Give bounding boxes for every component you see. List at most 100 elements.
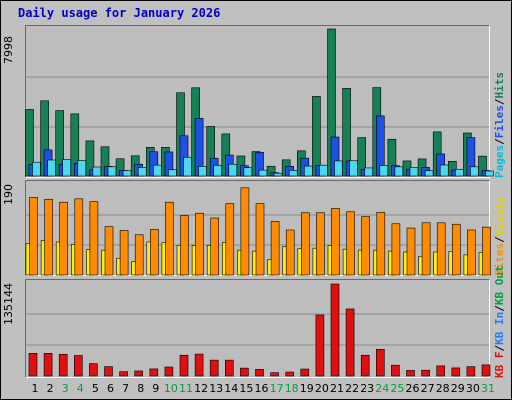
- x-tick-label: 8: [137, 382, 144, 395]
- kb-bar: [406, 370, 415, 377]
- pages-bar: [47, 159, 56, 177]
- pages-bar: [228, 163, 238, 177]
- pages-bar: [319, 164, 328, 177]
- x-tick-label: 11: [179, 382, 193, 395]
- kb-bar: [436, 365, 446, 377]
- pages-bar: [32, 161, 41, 177]
- pages-bar: [394, 166, 404, 177]
- pages-bar: [409, 167, 419, 177]
- x-tick-label: 6: [107, 382, 114, 395]
- pages-bar: [303, 165, 313, 177]
- x-tick-label: 21: [330, 382, 344, 395]
- sites-bar: [436, 222, 446, 276]
- pages-bar: [470, 166, 479, 177]
- x-tick-label: 16: [255, 382, 269, 395]
- x-tick-label: 29: [451, 382, 465, 395]
- pages-bar: [92, 166, 102, 177]
- kb-bar: [481, 364, 491, 377]
- x-tick-label: 5: [92, 382, 99, 395]
- x-tick-label: 23: [360, 382, 374, 395]
- x-tick-label: 31: [481, 382, 495, 395]
- kb-bar: [240, 367, 249, 377]
- kb-bar: [315, 314, 325, 377]
- x-tick-label: 9: [152, 382, 159, 395]
- pages-bar: [198, 166, 207, 177]
- x-tick-label: 27: [421, 382, 435, 395]
- kb-bar: [375, 349, 385, 377]
- x-tick-label: 7: [122, 382, 129, 395]
- pages-bar: [439, 164, 449, 177]
- kb-bar: [89, 363, 98, 377]
- pages-bar: [77, 160, 87, 177]
- pages-bar: [334, 160, 343, 177]
- sites-bar: [391, 223, 401, 276]
- pages-bar: [349, 160, 358, 177]
- sites-bar: [346, 211, 355, 276]
- x-tick-label: 10: [164, 382, 178, 395]
- kb-bar: [164, 366, 174, 377]
- sites-bar: [406, 227, 416, 276]
- sites-bar: [376, 211, 386, 276]
- sites-bar: [104, 226, 114, 276]
- sites-bar: [59, 201, 69, 276]
- x-tick-label: 26: [406, 382, 420, 395]
- pages-bar: [137, 167, 147, 177]
- kb-bar: [466, 366, 476, 377]
- kb-bar: [330, 283, 340, 377]
- pages-bar: [122, 170, 132, 177]
- sites-bar: [29, 197, 38, 276]
- pages-bar: [485, 170, 494, 177]
- sites-bar: [150, 229, 159, 276]
- kb-bar: [194, 353, 204, 377]
- sites-bar: [361, 216, 371, 276]
- sites-bar: [482, 226, 491, 276]
- sites-bar: [331, 208, 340, 276]
- kb-bar: [104, 366, 113, 377]
- x-tick-label: 14: [224, 382, 238, 395]
- x-tick-label: 24: [375, 382, 389, 395]
- sites-bar: [451, 223, 461, 276]
- kb-bar: [119, 371, 128, 377]
- kb-bar: [391, 364, 400, 377]
- kb-panel: [25, 279, 490, 378]
- pages-bar: [168, 169, 177, 177]
- x-tick-label: 12: [194, 382, 208, 395]
- pages-bar: [288, 170, 298, 177]
- x-tick-label: 1: [32, 382, 39, 395]
- sites-bar: [165, 201, 174, 276]
- kb-bar: [345, 308, 355, 377]
- x-tick-label: 2: [47, 382, 54, 395]
- pages-bar: [183, 156, 192, 177]
- x-tick-label: 19: [300, 382, 314, 395]
- sites-bar: [255, 203, 265, 276]
- x-tick-label: 17: [270, 382, 284, 395]
- pages-bar: [258, 169, 268, 177]
- sites-bar: [195, 212, 204, 276]
- sites-bar: [119, 230, 129, 276]
- kb-bar: [28, 353, 38, 377]
- pages-bar: [243, 167, 253, 177]
- kb-bar: [134, 370, 143, 377]
- kb-bar: [58, 353, 68, 377]
- sites-bar: [285, 229, 295, 276]
- x-tick-label: 22: [345, 382, 359, 395]
- sites-bar: [316, 212, 325, 276]
- sites-bar: [225, 203, 235, 276]
- pages-bar: [153, 164, 162, 177]
- kb-bar: [43, 353, 53, 377]
- kb-bar: [74, 355, 83, 377]
- sites-bar: [74, 198, 84, 276]
- pages-bar: [107, 166, 117, 177]
- x-tick-label: 30: [466, 382, 480, 395]
- pages-bar: [454, 169, 464, 177]
- x-tick-label: 20: [315, 382, 329, 395]
- x-tick-label: 15: [239, 382, 253, 395]
- kb-bar: [285, 371, 295, 377]
- x-tick-label: 4: [77, 382, 84, 395]
- sites-bar: [300, 212, 310, 276]
- x-tick-label: 25: [390, 382, 404, 395]
- sites-bar: [180, 215, 189, 276]
- x-tick-label: 13: [209, 382, 223, 395]
- pages-bar: [213, 165, 222, 177]
- kb-bar: [255, 369, 264, 377]
